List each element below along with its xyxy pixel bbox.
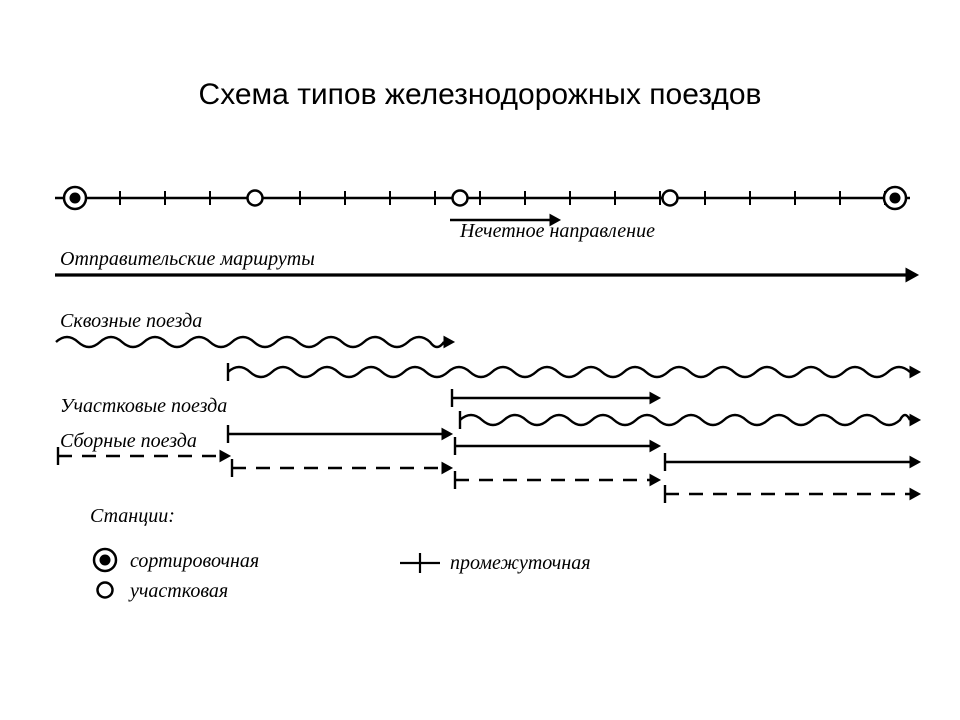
railway-diagram-svg (0, 0, 960, 720)
